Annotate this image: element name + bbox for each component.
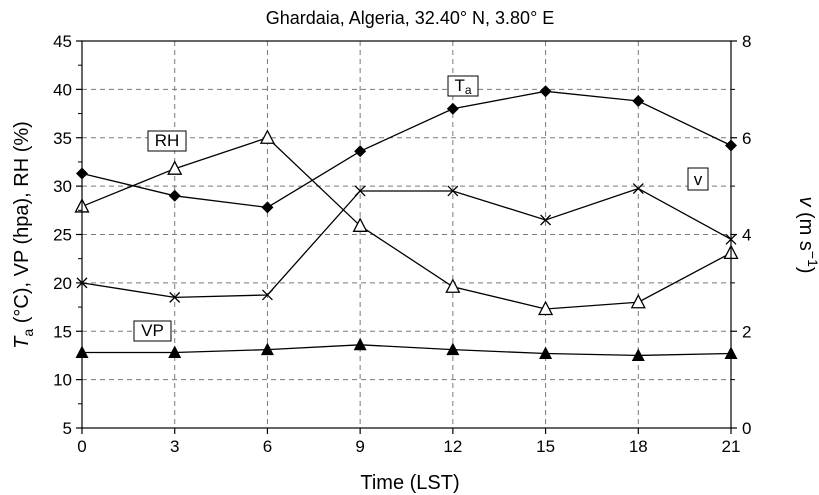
chart-title: Ghardaia, Algeria, 32.40° N, 3.80° E (266, 8, 555, 28)
axes: 0 3 6 9 12 15 18 21 5 10 15 20 25 30 35 40 45 0 2 4 6 8 (53, 32, 751, 456)
marker-vp (446, 342, 460, 356)
y2-axis-label-rest: (m s (795, 206, 817, 250)
marker-rh (167, 160, 183, 175)
y-axis-label-rest: (°C), VP (hpa), RH (%) (11, 121, 33, 329)
y-axis-label-symbol: T (11, 335, 33, 349)
series-line-vp (82, 344, 732, 357)
y2-tick-label: 4 (742, 226, 751, 245)
series-label-vp-box (133, 320, 172, 342)
y2-tick-label: 6 (742, 129, 751, 148)
grid (82, 41, 731, 428)
y-tick-label: 15 (53, 322, 72, 341)
marker-vp (631, 348, 645, 361)
y-tick-label: 35 (53, 129, 72, 148)
series-line-ta (81, 90, 732, 209)
y-tick-label: 20 (53, 274, 72, 293)
y-tick-label: 25 (53, 226, 72, 245)
y-tick-label: 40 (53, 80, 72, 99)
series-label-v-box (687, 167, 709, 191)
marker-vp (539, 346, 553, 360)
x-tick-label: 0 (77, 437, 86, 456)
y-tick-label: 5 (63, 419, 72, 438)
series-label-ta-box (447, 75, 479, 97)
x-tick-label: 18 (629, 437, 648, 456)
marker-v (447, 185, 459, 197)
marker-ta (354, 145, 367, 158)
series-layer (74, 85, 739, 361)
marker-v (354, 185, 366, 197)
marker-vp (168, 345, 182, 359)
series-line-rh (81, 137, 732, 310)
y2-axis-label-symbol: v (795, 196, 817, 207)
marker-v (261, 289, 273, 301)
x-tick-label: 9 (355, 437, 364, 456)
series-label-ta: Ta (454, 76, 471, 97)
annotation-layer: Ta RH v VP (133, 75, 709, 342)
x-tick-label: 12 (443, 437, 462, 456)
series-line-v (81, 187, 732, 299)
marker-ta (168, 189, 181, 202)
series-label-ta-subscript: a (465, 83, 472, 97)
y2-tick-label: 8 (742, 32, 751, 51)
series-label-rh-box (147, 130, 187, 152)
x-tick-label: 3 (170, 437, 179, 456)
y2-tick-label: 2 (742, 322, 751, 341)
x-axis-label: Time (LST) (360, 472, 459, 494)
y-tick-label: 10 (53, 371, 72, 390)
marker-vp (260, 342, 274, 356)
y2-axis-label-end: ) (795, 267, 817, 274)
y2-tick-label: 0 (742, 419, 751, 438)
y-tick-label: 30 (53, 177, 72, 196)
marker-ta (539, 85, 552, 98)
marker-v (540, 214, 552, 226)
marker-v (169, 291, 181, 303)
x-tick-label: 21 (722, 437, 741, 456)
y2-axis-label: v (m s−1) (795, 196, 819, 273)
marker-rh (259, 129, 275, 144)
marker-ta (446, 102, 459, 115)
y-tick-label: 45 (53, 32, 72, 51)
series-label-v: v (694, 170, 703, 189)
x-tick-label: 6 (263, 437, 272, 456)
y-axis-label: Ta (°C), VP (hpa), RH (%) (11, 121, 36, 349)
x-tick-label: 15 (536, 437, 555, 456)
marker-rh (538, 300, 554, 316)
marker-rh (352, 217, 368, 232)
series-label-ta-symbol: T (454, 76, 464, 95)
marker-vp (353, 337, 367, 351)
marker-rh (630, 293, 646, 309)
marker-ta (261, 201, 274, 214)
series-label-vp: VP (141, 321, 164, 340)
marker-ta (632, 94, 645, 107)
series-label-rh: RH (155, 131, 180, 150)
y2-axis-label-superscript: −1 (805, 251, 819, 267)
marker-v (632, 183, 644, 195)
marker-rh (445, 278, 461, 293)
y-axis-label-subscript: a (20, 329, 36, 337)
